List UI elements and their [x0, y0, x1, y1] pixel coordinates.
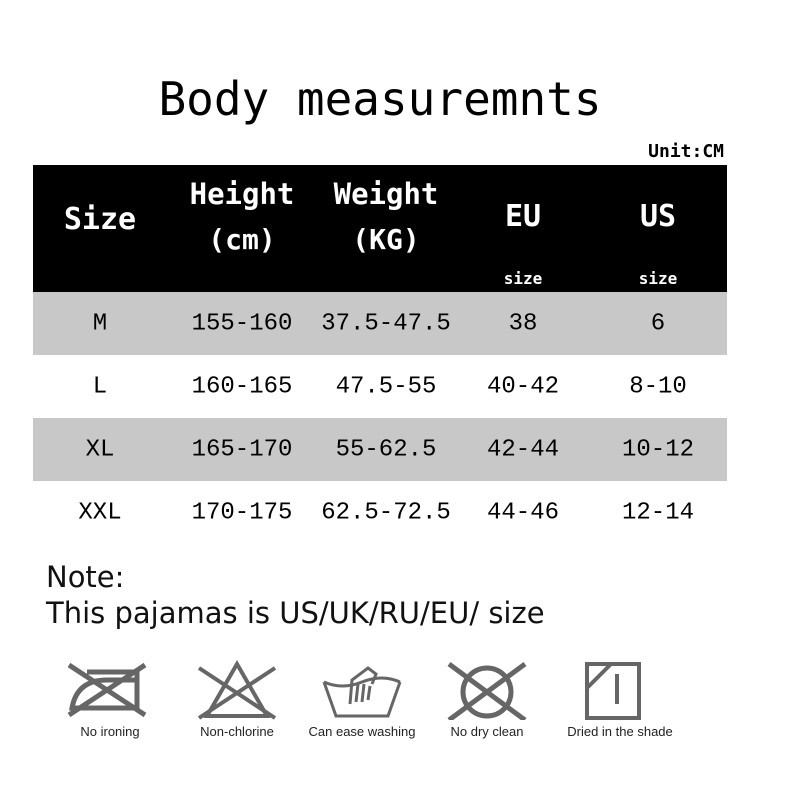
table-row: XXL 170-175 62.5-72.5 44-46 12-14: [33, 481, 727, 544]
cell-us: 6: [650, 310, 666, 337]
table-header: Size Height (cm) Weight (KG) EU size US …: [33, 165, 727, 292]
cell-height: 160-165: [191, 373, 293, 400]
hand-wash-icon: [322, 666, 402, 718]
cell-eu: 40-42: [486, 373, 560, 400]
table-row: L 160-165 47.5-55 40-42 8-10: [33, 355, 727, 418]
care-label: Non-chlorine: [200, 724, 274, 739]
header-us-sub: size: [638, 269, 678, 288]
cell-eu: 44-46: [486, 499, 560, 526]
dry-in-shade-icon: [585, 662, 641, 720]
care-label: Can ease washing: [308, 724, 416, 739]
unit-label: Unit:CM: [648, 141, 724, 162]
header-size: Size: [63, 202, 137, 237]
header-weight: Weight: [333, 177, 439, 211]
no-dry-clean-icon: [447, 661, 527, 720]
cell-size: XL: [85, 436, 115, 463]
cell-size: XXL: [78, 499, 122, 526]
cell-us: 8-10: [629, 373, 687, 400]
no-ironing-icon: [67, 662, 147, 718]
header-eu: EU: [504, 199, 542, 234]
table-row: M 155-160 37.5-47.5 38 6: [33, 292, 727, 355]
table-row: XL 165-170 55-62.5 42-44 10-12: [33, 418, 727, 481]
page-title: Body measuremnts: [158, 72, 602, 126]
header-us: US: [639, 199, 677, 234]
cell-weight: 55-62.5: [335, 436, 437, 463]
cell-us: 12-14: [621, 499, 695, 526]
note-label: Note:: [46, 560, 125, 594]
care-label: No dry clean: [450, 724, 524, 739]
header-weight-unit: (KG): [352, 223, 420, 256]
cell-height: 165-170: [191, 436, 293, 463]
care-label: No ironing: [80, 724, 140, 739]
header-height: Height: [189, 177, 295, 211]
cell-height: 170-175: [191, 499, 293, 526]
cell-us: 10-12: [621, 436, 695, 463]
cell-weight: 62.5-72.5: [321, 499, 451, 526]
note-text: This pajamas is US/UK/RU/EU/ size: [46, 596, 545, 630]
size-table: Size Height (cm) Weight (KG) EU size US …: [33, 165, 727, 544]
care-label: Dried in the shade: [567, 724, 673, 739]
header-height-unit: (cm): [208, 223, 276, 256]
cell-size: L: [92, 373, 108, 400]
cell-size: M: [92, 310, 108, 337]
cell-weight: 47.5-55: [335, 373, 437, 400]
non-chlorine-icon: [197, 660, 277, 720]
cell-weight: 37.5-47.5: [321, 310, 451, 337]
cell-eu: 38: [508, 310, 538, 337]
cell-eu: 42-44: [486, 436, 560, 463]
cell-height: 155-160: [191, 310, 293, 337]
header-eu-sub: size: [503, 269, 543, 288]
